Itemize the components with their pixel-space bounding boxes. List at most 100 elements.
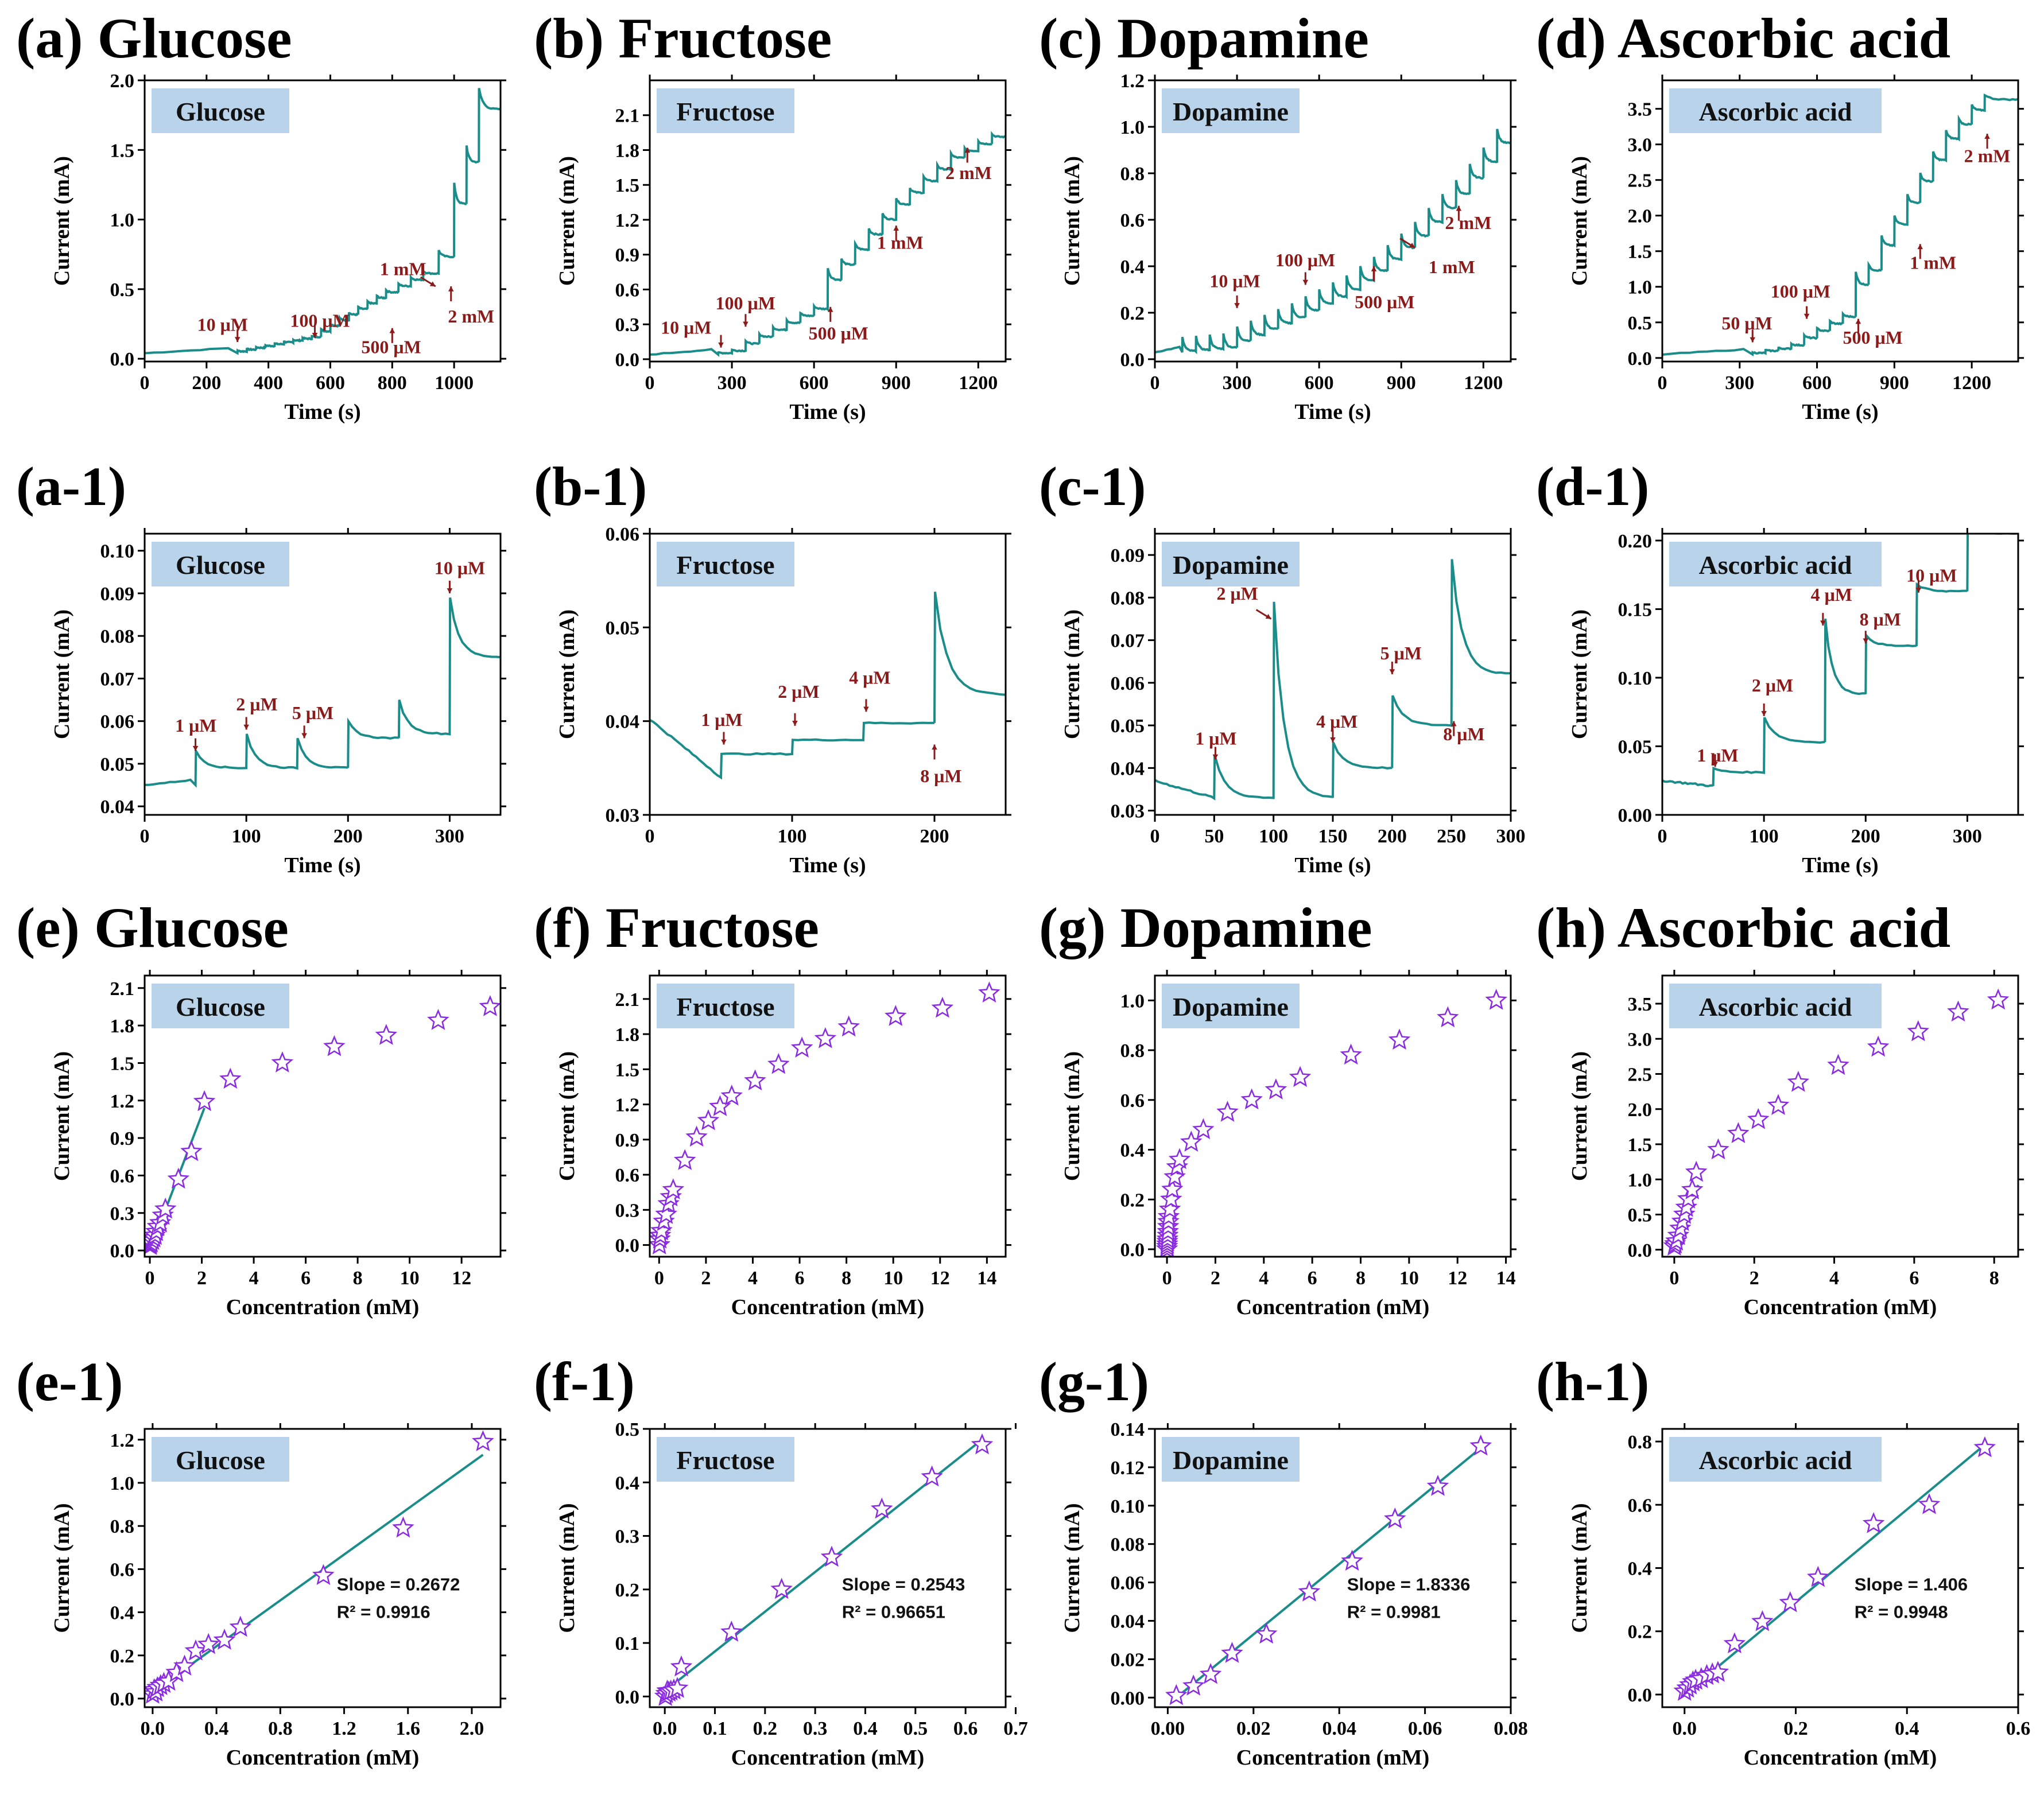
- y-tick-label: 0.0: [1628, 1240, 1653, 1261]
- label-box: [657, 1437, 794, 1482]
- x-axis-label: Concentration (mM): [1236, 1295, 1430, 1319]
- data-point: [1298, 1580, 1321, 1602]
- y-tick-label: 1.8: [615, 1024, 640, 1046]
- x-tick-label: 300: [717, 372, 747, 394]
- y-tick-label: 1.0: [1120, 117, 1145, 138]
- x-tick-label: 0: [1150, 372, 1160, 394]
- x-tick-label: 0: [1150, 826, 1160, 847]
- y-tick-label: 0.20: [1618, 531, 1653, 552]
- x-tick-label: 400: [254, 372, 283, 394]
- plot-frame: [143, 1428, 502, 1708]
- data-point: [1779, 1591, 1802, 1613]
- panel-e1: (e-1) 0.0 0.4 0.8 1.2 1.6 2.0 0.0 0.2 0.4 0.6 0.8 1.…: [16, 1351, 506, 1770]
- plot-frame: [1661, 533, 2019, 816]
- y-tick-label: 1.2: [110, 1430, 135, 1451]
- plot-area: [1155, 989, 1508, 1257]
- data-point: [472, 1430, 494, 1451]
- y-tick-label: 0.3: [110, 1203, 135, 1225]
- x-axis-label: Time (s): [789, 853, 866, 877]
- y-axis-label: Current (mA): [50, 156, 74, 286]
- annotation-label: 2 mM: [448, 306, 494, 327]
- analyte-label: Fructose: [676, 1446, 774, 1475]
- y-axis-label: Current (mA): [50, 1503, 74, 1633]
- panel-title: (f-1): [534, 1351, 635, 1412]
- x-tick-label: 1200: [1464, 372, 1503, 394]
- data-point: [1987, 988, 2010, 1010]
- plot-frame: [649, 974, 1007, 1258]
- annotation-label: 1 mM: [1429, 257, 1475, 277]
- x-tick-label: 600: [1305, 372, 1334, 394]
- data-point: [1157, 1205, 1180, 1227]
- y-tick-label: 1.5: [1628, 1134, 1653, 1156]
- analyte-label: Dopamine: [1173, 97, 1289, 126]
- plot-frame: [649, 1428, 1007, 1708]
- panel-g1: (g-1) 0.00 0.02 0.04 0.06 0.08 0.00 0.02 0.04 0.0…: [1039, 1351, 1528, 1770]
- x-axis-label: Time (s): [1294, 400, 1371, 424]
- panel-title: (f) Fructose: [534, 896, 819, 959]
- y-tick-label: 0.0: [615, 1235, 640, 1257]
- y-tick-label: 0.2: [1120, 303, 1145, 324]
- plot-frame: [143, 79, 502, 363]
- analyte-label: Ascorbic acid: [1698, 992, 1852, 1021]
- plot-frame: [1154, 79, 1512, 363]
- annotation-label: 10 μM: [197, 314, 248, 335]
- plot-frame: [143, 974, 502, 1258]
- x-tick-label: 12: [930, 1268, 950, 1289]
- data-point: [312, 1564, 335, 1586]
- x-tick-label: 1000: [435, 372, 474, 394]
- y-tick-label: 0.4: [1628, 1559, 1653, 1580]
- y-tick-label: 0.06: [1111, 1573, 1145, 1594]
- x-tick-label: 4: [249, 1268, 259, 1289]
- y-tick-label: 0.05: [1111, 716, 1145, 737]
- x-tick-label: 6: [301, 1268, 311, 1289]
- y-tick-label: 0.1: [615, 1633, 640, 1654]
- x-tick-label: 6: [1909, 1268, 1919, 1289]
- panel-title: (g) Dopamine: [1039, 896, 1372, 959]
- x-tick-label: 250: [1437, 826, 1466, 847]
- x-tick-label: 4: [1829, 1268, 1839, 1289]
- data-point: [1787, 1070, 1810, 1092]
- annotation-label: 100 μM: [715, 293, 775, 313]
- x-tick-label: 4: [1259, 1268, 1269, 1289]
- data-point: [197, 1633, 220, 1654]
- x-axis-label: Concentration (mM): [1744, 1746, 1937, 1770]
- analyte-label: Ascorbic acid: [1698, 550, 1852, 580]
- y-tick-label: 2.1: [615, 106, 640, 127]
- plot-area: [1662, 93, 2018, 357]
- y-tick-label: 0.07: [1111, 631, 1145, 652]
- x-tick-label: 14: [977, 1268, 996, 1289]
- label-box: [657, 542, 794, 586]
- data-point: [229, 1615, 252, 1637]
- annotation-label: 5 μM: [1380, 643, 1422, 663]
- panel-h: (h) Ascorbic acid 0 2 4 6 8 0.0 0.5 1.0 1.5 2.0 2.5…: [1536, 896, 2024, 1319]
- panel-title: (a) Glucose: [16, 6, 292, 70]
- data-point: [1340, 1043, 1362, 1065]
- annotation-label: 4 μM: [1811, 584, 1852, 605]
- x-tick-label: 200: [920, 826, 949, 847]
- plot-area: [1155, 559, 1511, 801]
- x-tick-label: 0.8: [268, 1718, 293, 1739]
- y-tick-label: 0.5: [110, 279, 135, 301]
- slope-text: Slope = 0.2672: [337, 1574, 460, 1594]
- slope-text: Slope = 1.406: [1855, 1574, 1968, 1594]
- x-axis-label: Concentration (mM): [1236, 1746, 1430, 1770]
- annotation-label: 10 μM: [1209, 270, 1260, 291]
- y-tick-label: 0.0: [1628, 1685, 1653, 1706]
- annotation-label: 5 μM: [292, 702, 333, 723]
- data-point: [670, 1655, 693, 1677]
- data-point: [790, 1036, 813, 1058]
- data-point: [837, 1015, 860, 1037]
- y-tick-label: 0.2: [1120, 1190, 1145, 1211]
- y-tick-label: 0.04: [1111, 1611, 1145, 1632]
- annotation-label: 1 mM: [380, 259, 426, 279]
- data-point: [1918, 1493, 1941, 1514]
- label-box: [1162, 984, 1300, 1028]
- panel-c: (c) Dopamine 0 300 600 900 1200 0.0 0.2 0.4 0.6 0.…: [1039, 6, 1516, 424]
- analyte-label: Fructose: [676, 550, 774, 580]
- x-tick-label: 14: [1496, 1268, 1516, 1289]
- y-tick-label: 0.08: [1111, 1534, 1145, 1556]
- label-box: [1669, 88, 1882, 133]
- y-tick-label: 0.04: [100, 797, 135, 818]
- x-tick-label: 0: [654, 1268, 664, 1289]
- annotation-label: 2 μM: [1752, 675, 1793, 696]
